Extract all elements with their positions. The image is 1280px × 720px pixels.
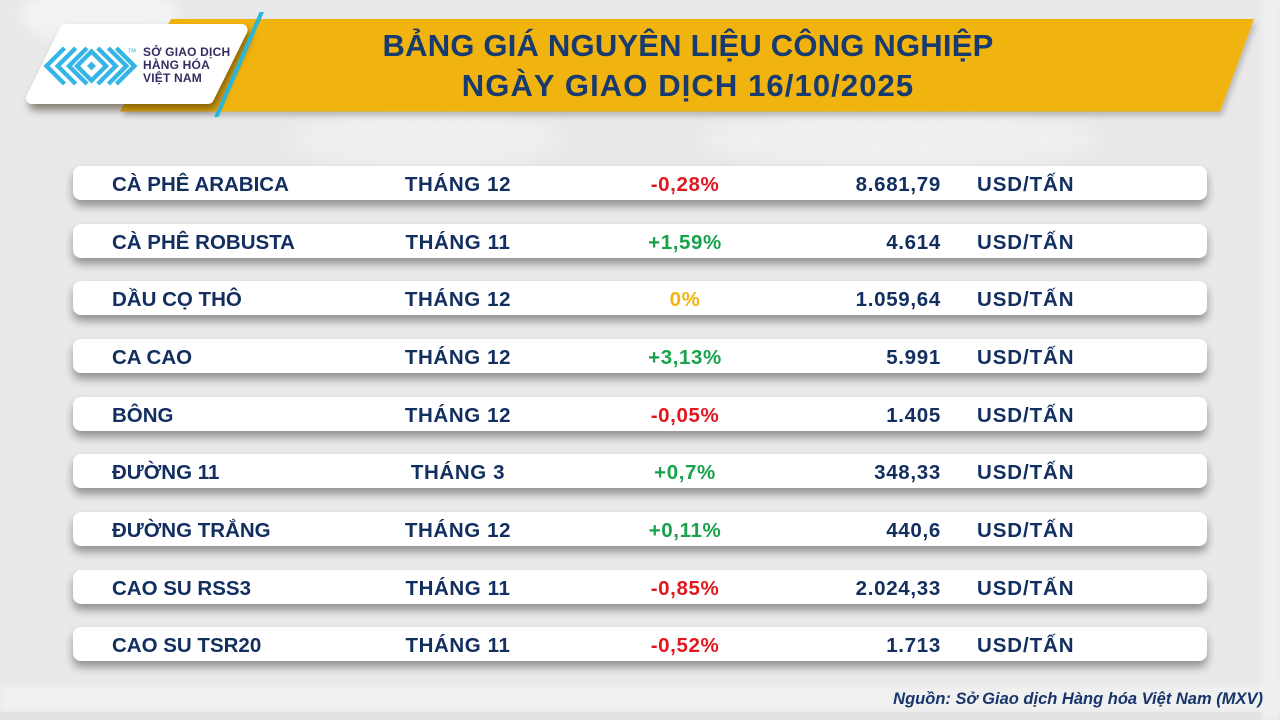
- svg-text:TM: TM: [128, 49, 136, 55]
